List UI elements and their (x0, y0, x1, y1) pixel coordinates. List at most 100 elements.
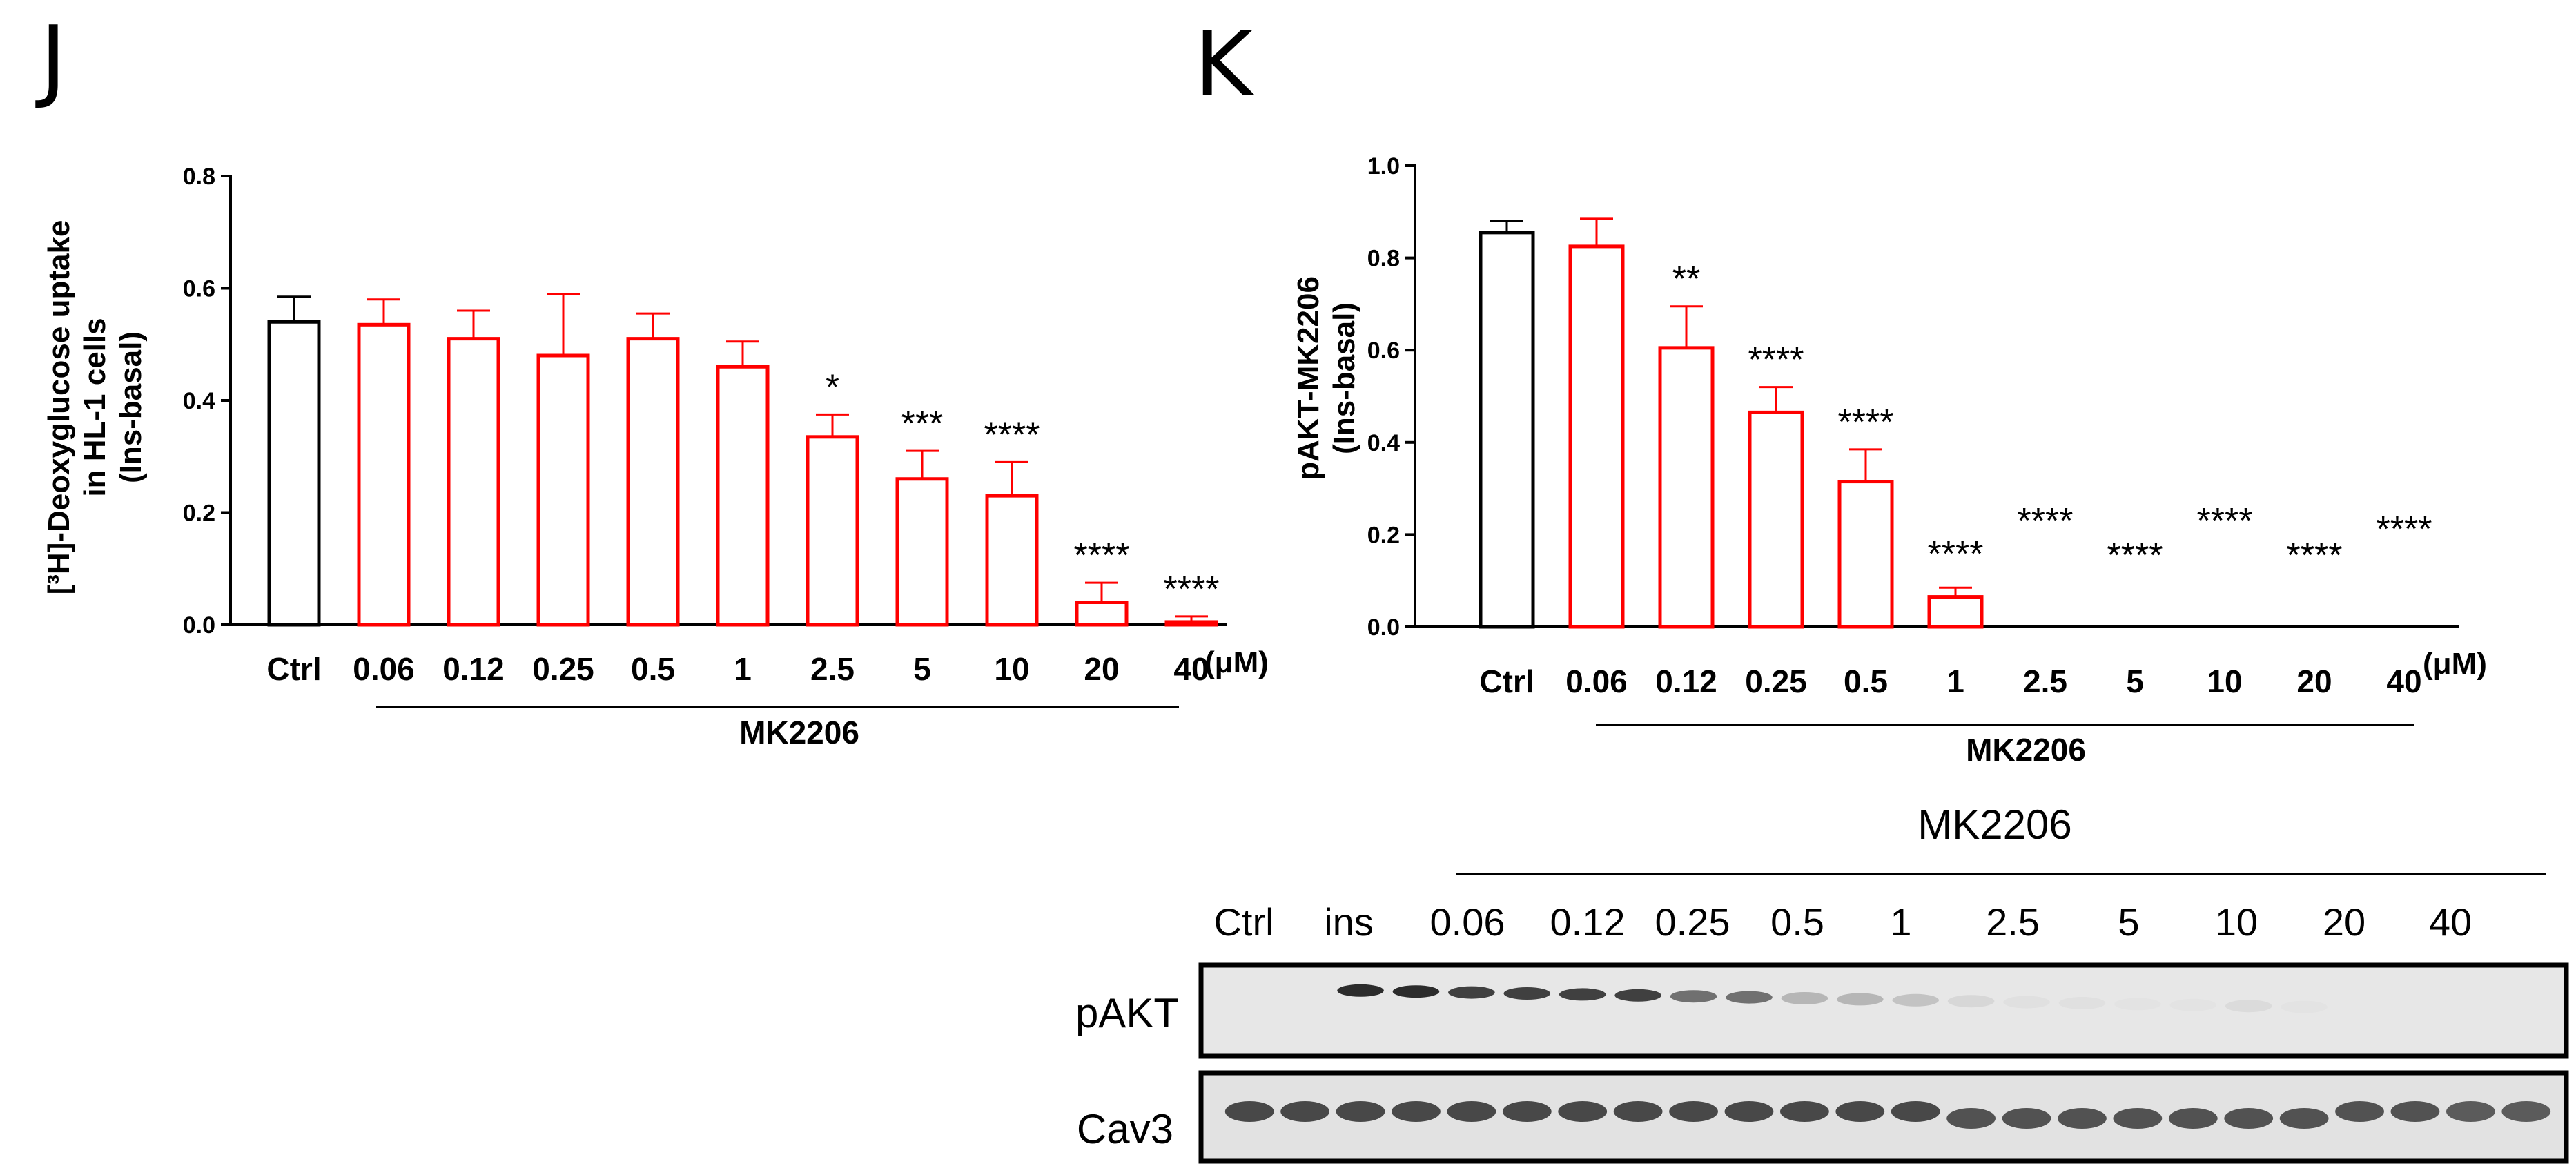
k-bar (1568, 244, 1625, 629)
j-category-label: 20 (1084, 651, 1119, 687)
j-category-label: 1 (734, 651, 752, 687)
k-y-tick-label: 0.4 (1367, 430, 1400, 456)
blot-pakt-band (1892, 993, 1939, 1007)
k-y-tick-label: 1.0 (1367, 153, 1400, 179)
j-bar (267, 320, 321, 627)
blot-pakt-band (1837, 993, 1884, 1006)
blot-row-label-pakt: pAKT (1075, 990, 1179, 1036)
j-significance-mark: **** (984, 415, 1040, 455)
blot-pakt-band (1781, 992, 1828, 1004)
j-significance-mark: **** (1074, 536, 1130, 576)
blot-cav3-band (1891, 1101, 1940, 1122)
panel-k-letter: K (1194, 12, 1255, 117)
blot-pakt-band (2114, 998, 2161, 1010)
j-significance-mark: *** (901, 404, 944, 444)
blot-lane-label: 1 (1890, 900, 1911, 944)
j-category-label: 40 (1173, 651, 1209, 687)
blot-lane-label: 0.06 (1430, 900, 1505, 944)
blot-lane-label: Ctrl (1213, 900, 1274, 944)
j-unit-label: (μM) (1204, 645, 1269, 679)
blot-pakt-band (1614, 989, 1661, 1002)
blot-pakt-band (2170, 999, 2217, 1011)
blot-cav3-band (1779, 1101, 1829, 1122)
blot-cav3-band (2446, 1101, 2495, 1122)
j-category-label: 0.06 (353, 651, 415, 687)
blot-cav3-band (2390, 1101, 2440, 1122)
blot-pakt-bands (1337, 984, 2328, 1013)
j-treatment-label: MK2206 (739, 715, 859, 750)
k-y-tick-label: 0.8 (1367, 246, 1400, 272)
blot-cav3-band (2168, 1108, 2218, 1129)
j-bar (357, 322, 411, 627)
blot-cav3-band (1835, 1101, 1885, 1122)
k-significance-mark: **** (2107, 536, 2163, 576)
blot-pakt-band (1337, 984, 1384, 997)
k-bar (1748, 410, 1804, 629)
k-category-label: 0.5 (1844, 663, 1888, 699)
k-ylabel-line-1: pAKT-MK2206 (1291, 276, 1325, 480)
j-bar (895, 477, 949, 627)
j-category-label: 5 (913, 651, 931, 687)
j-category-label: 2.5 (810, 651, 855, 687)
blot-cav3-band (1224, 1101, 1274, 1122)
j-bar (985, 494, 1039, 627)
j-bar (806, 435, 859, 627)
k-category-label: 2.5 (2023, 663, 2067, 699)
j-ylabel-line-2: in HL-1 cells (78, 318, 112, 496)
blot-cav3-band (1502, 1101, 1552, 1122)
k-category-label: 0.25 (1745, 663, 1807, 699)
j-category-label: 0.25 (532, 651, 594, 687)
k-significance-mark: ** (1672, 260, 1700, 300)
k-significance-mark: **** (1928, 534, 1984, 574)
blot-header: MK2206 (1918, 802, 2071, 848)
blot-lane-label: 0.25 (1655, 900, 1730, 944)
k-treatment-label: MK2206 (1966, 732, 2086, 768)
j-bar (1164, 620, 1218, 627)
blot-pakt-band (2059, 997, 2106, 1009)
blot-pakt-band (1448, 986, 1495, 999)
j-significance-mark: * (826, 367, 839, 407)
blot-pakt-band (2281, 1001, 2328, 1013)
k-bars (1479, 217, 1984, 629)
k-labels: 0.0 0.2 0.4 0.6 0.8 1.0 Ctrl 0.06 0.12 ** 0.25 ****… (1367, 153, 2432, 699)
blot-lane-label: 0.5 (1770, 900, 1824, 944)
k-significance-mark: **** (1838, 402, 1894, 443)
blot-cav3-band (1669, 1101, 1718, 1122)
k-ylabel-line-2: (Ins-basal) (1327, 302, 1361, 454)
blot-cav3-band (1280, 1101, 1330, 1122)
blot-cav3-band (2002, 1108, 2051, 1129)
k-significance-mark: **** (1748, 340, 1804, 380)
blot-cav3-band (2335, 1101, 2384, 1122)
western-blot: MK2206 Ctrl ins 0.06 0.12 0.25 0.5 1 2.5 5 10 20 40… (1075, 802, 2569, 1164)
k-significance-mark: **** (2377, 509, 2432, 550)
j-category-label: 10 (994, 651, 1029, 687)
k-significance-mark: **** (2197, 501, 2253, 541)
j-bar (626, 337, 680, 627)
blot-cav3-band (2224, 1108, 2274, 1129)
k-bar (1837, 480, 1894, 629)
blot-pakt-band (1947, 995, 1995, 1008)
blot-pakt-band (1559, 988, 1606, 1001)
k-category-label: 10 (2207, 663, 2242, 699)
panel-j-chart: J [³H]-Deoxyglucose uptake in HL-1 cells… (35, 6, 1269, 750)
k-category-label: 1 (1946, 663, 1964, 699)
blot-row-label-cav3: Cav3 (1077, 1106, 1173, 1152)
j-ylabel-line-3: (Ins-basal) (114, 331, 148, 483)
k-category-label: Ctrl (1479, 663, 1534, 699)
j-y-tick-label: 0.4 (183, 388, 215, 414)
blot-cav3-bands (1224, 1101, 2551, 1129)
blot-cav3-band (1946, 1108, 1996, 1129)
j-y-tick-label: 0.0 (183, 612, 215, 639)
blot-pakt-band (1392, 985, 1440, 998)
blot-pakt-band (2003, 996, 2050, 1009)
k-y-tick-label: 0.0 (1367, 614, 1400, 641)
k-bar (1927, 595, 1984, 629)
blot-lane-labels: Ctrl ins 0.06 0.12 0.25 0.5 1 2.5 5 10 20 40 (1213, 900, 2472, 944)
blot-cav3-band (2501, 1101, 2551, 1122)
blot-cav3-band (2113, 1108, 2163, 1129)
blot-pakt-membrane (1198, 962, 2569, 1059)
blot-pakt-band (1670, 990, 1717, 1003)
blot-lane-label: 10 (2215, 900, 2258, 944)
blot-lane-label: ins (1324, 900, 1374, 944)
